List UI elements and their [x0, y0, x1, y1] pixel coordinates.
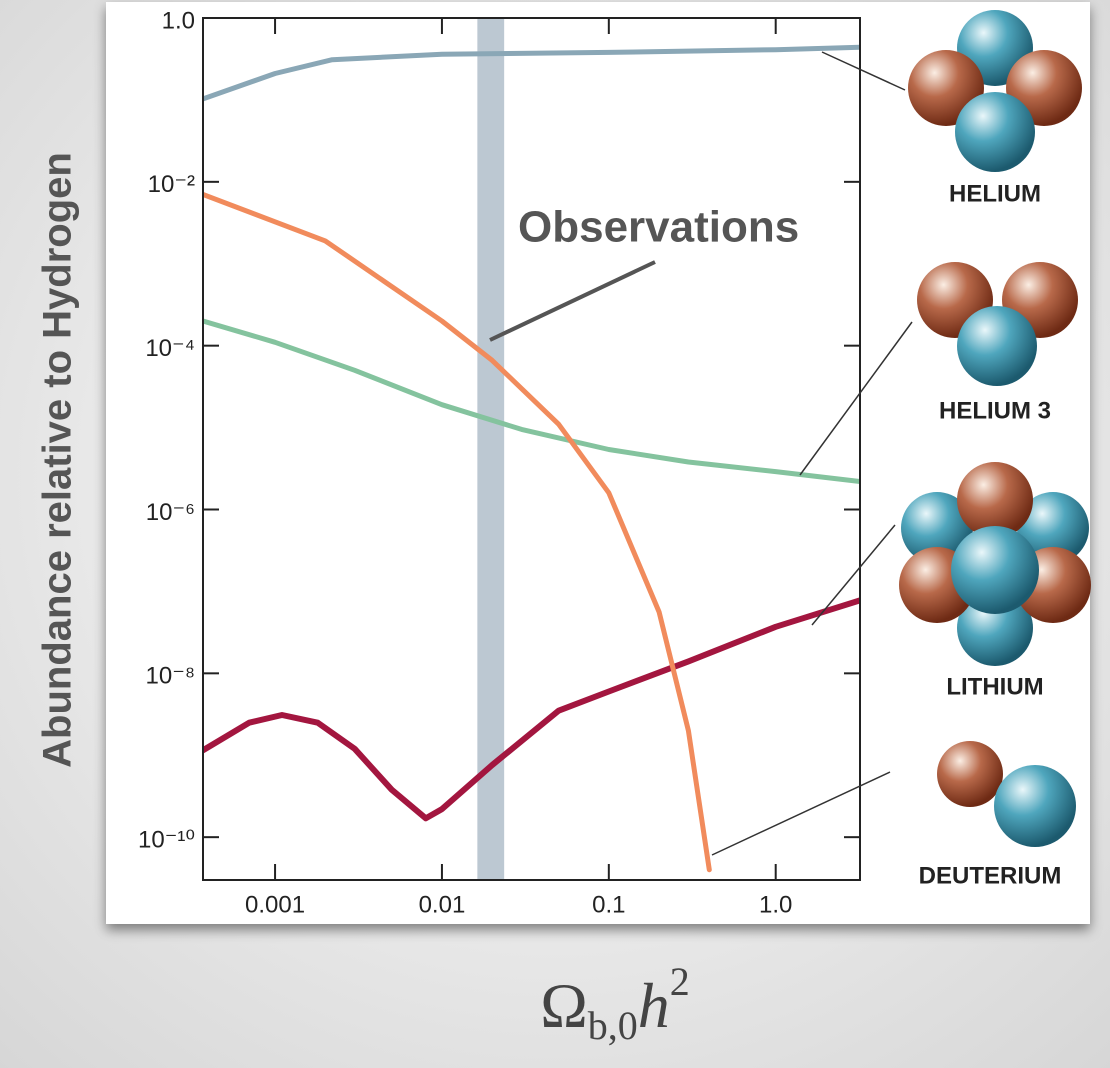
x-tick-label: 0.1 [592, 891, 625, 918]
slide: 1.010⁻²10⁻⁴10⁻⁶10⁻⁸10⁻¹⁰0.0010.010.11.0 … [0, 0, 1110, 1068]
annotation: Observations [518, 203, 799, 252]
y-tick-label: 1.0 [162, 7, 195, 34]
legend-label: HELIUM [949, 180, 1041, 207]
page: {"chart_data": { "type": "line", "y_labe… [0, 0, 1110, 1068]
x-tick-label: 1.0 [759, 891, 792, 918]
x-tick-label: 0.01 [419, 891, 466, 918]
legend-label: LITHIUM [946, 673, 1043, 700]
legend-label: HELIUM 3 [939, 397, 1051, 424]
y-tick-label: 10⁻⁸ [146, 663, 196, 690]
y-tick-label: 10⁻² [148, 171, 195, 198]
y-axis-title: Abundance relative to Hydrogen [36, 152, 80, 768]
observation-band [477, 18, 504, 880]
y-tick-label: 10⁻¹⁰ [138, 827, 195, 854]
y-tick-label: 10⁻⁴ [145, 335, 195, 362]
legend-label: DEUTERIUM [919, 862, 1062, 889]
x-tick-label: 0.001 [245, 891, 305, 918]
y-tick-label: 10⁻⁶ [146, 499, 195, 526]
